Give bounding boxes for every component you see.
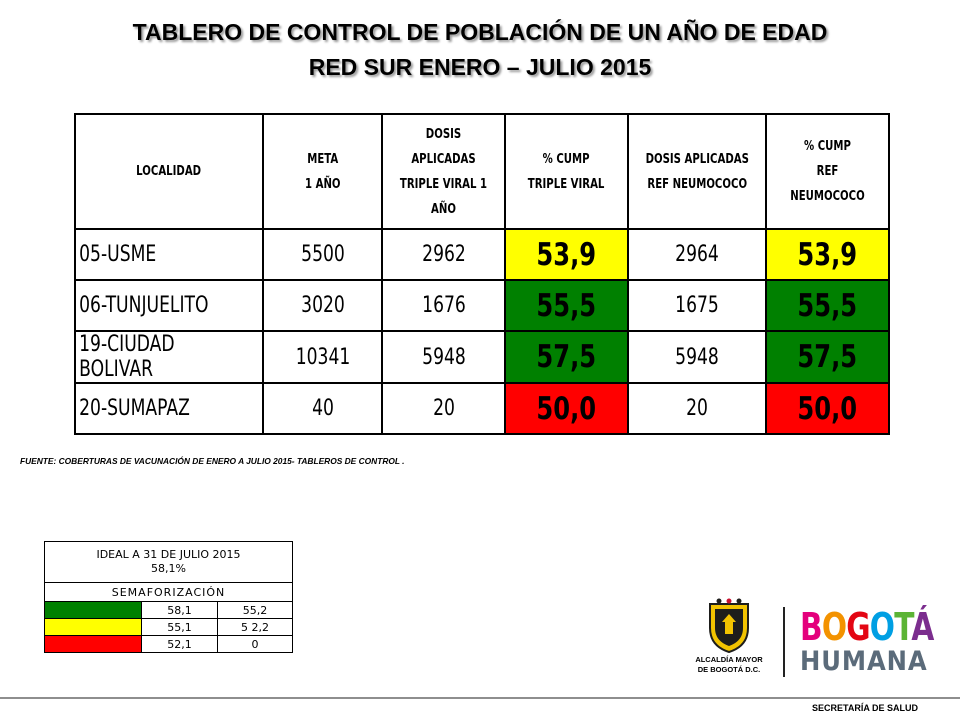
legend-semaforizacion: SEMAFORIZACIÓN [44,582,293,602]
header-cump-neumococo: % CUMP REF NEUMOCOCO [765,113,890,230]
alcaldia-logo: ALCALDÍA MAYOR DE BOGOTÁ D.C. [690,598,768,683]
cell-dosis-tv: 1676 [381,279,506,332]
cell-meta: 40 [262,382,383,435]
legend-from: 58,1 [141,601,218,619]
cell-cump-tv: 57,5 [504,330,629,384]
bogota-word: BOGOTÁ [800,607,934,647]
cell-cump-rn: 53,9 [765,228,890,281]
cell-meta: 10341 [262,330,383,384]
cell-cump-rn: 57,5 [765,330,890,384]
header-dosis-neumococo: DOSIS APLICADAS REF NEUMOCOCO [627,113,767,230]
cell-dosis-rn: 20 [627,382,767,435]
source-note: FUENTE: COBERTURAS DE VACUNACIÓN DE ENER… [20,456,405,466]
legend-from: 52,1 [141,635,218,653]
legend-swatch-yellow [44,618,142,636]
header-cump-triple-viral: % CUMP TRIPLE VIRAL [504,113,629,230]
cell-localidad: 06-TUNJUELITO [74,279,264,332]
legend-to: 5 2,2 [217,618,293,636]
legend-swatch-red [44,635,142,653]
page-title-line1: TABLERO DE CONTROL DE POBLACIÓN DE UN AÑ… [132,19,828,45]
cell-cump-rn: 50,0 [765,382,890,435]
legend-ideal: IDEAL A 31 DE JULIO 2015 58,1% [44,541,293,583]
legend-ideal-title: IDEAL A 31 DE JULIO 2015 [96,548,241,561]
cell-cump-rn: 55,5 [765,279,890,332]
humana-word: HUMANA [800,646,928,677]
cell-cump-tv: 50,0 [504,382,629,435]
footer-divider [0,697,960,699]
bogota-letter: G [846,605,870,649]
bogota-letter: O [821,605,847,649]
legend-row: 58,1 55,2 [44,601,293,619]
semaforo-legend: IDEAL A 31 DE JULIO 2015 58,1% SEMAFORIZ… [44,541,293,653]
header-dosis-triple-viral: DOSIS APLICADAS TRIPLE VIRAL 1 AÑO [381,113,506,230]
logo-divider [783,607,785,677]
cell-dosis-rn: 1675 [627,279,767,332]
cell-cump-tv: 55,5 [504,279,629,332]
alcaldia-line2: DE BOGOTÁ D.C. [697,665,761,674]
table-header-row: LOCALIDAD META 1 AÑO DOSIS APLICADAS TRIPL… [74,113,890,230]
cell-dosis-rn: 2964 [627,228,767,281]
cell-meta: 5500 [262,228,383,281]
cell-localidad: 19-CIUDAD BOLIVAR [74,330,264,384]
table-row: 05-USME 5500 2962 53,9 2964 53,9 [74,228,890,281]
bogota-letter: B [800,605,823,649]
legend-to: 0 [217,635,293,653]
legend-from: 55,1 [141,618,218,636]
header-localidad: LOCALIDAD [74,113,264,230]
cell-localidad: 05-USME [74,228,264,281]
cell-dosis-tv: 5948 [381,330,506,384]
control-table: LOCALIDAD META 1 AÑO DOSIS APLICADAS TRIPL… [74,113,890,435]
header-meta: META 1 AÑO [262,113,383,230]
table-row: 06-TUNJUELITO 3020 1676 55,5 1675 55,5 [74,279,890,332]
page-title-line2: RED SUR ENERO – JULIO 2015 [308,54,652,80]
footer-secretaria: SECRETARÍA DE SALUD [811,703,918,713]
bogota-letter: T [894,605,912,649]
cell-meta: 3020 [262,279,383,332]
table-row: 19-CIUDAD BOLIVAR 10341 5948 57,5 5948 5… [74,330,890,384]
bogota-letter: O [869,605,895,649]
legend-row: 55,1 5 2,2 [44,618,293,636]
cell-localidad: 20-SUMAPAZ [74,382,264,435]
cell-dosis-tv: 2962 [381,228,506,281]
legend-to: 55,2 [217,601,293,619]
table-row: 20-SUMAPAZ 40 20 50,0 20 50,0 [74,382,890,435]
cell-dosis-tv: 20 [381,382,506,435]
legend-swatch-green [44,601,142,619]
bogota-humana-logo: BOGOTÁ HUMANA [800,607,960,677]
cell-cump-tv: 53,9 [504,228,629,281]
legend-row: 52,1 0 [44,635,293,653]
bogota-letter: Á [911,605,934,649]
cell-dosis-rn: 5948 [627,330,767,384]
coat-of-arms-icon [709,598,749,654]
legend-ideal-value: 58,1% [151,562,186,575]
alcaldia-line1: ALCALDÍA MAYOR [695,655,763,664]
